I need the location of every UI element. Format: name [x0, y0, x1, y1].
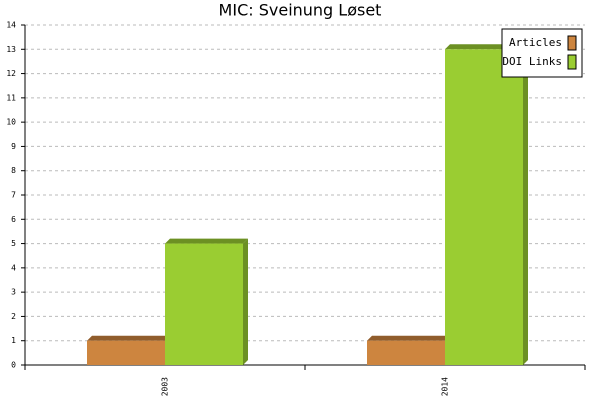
y-tick-label: 8: [11, 166, 16, 175]
chart-title: MIC: Sveinung Løset: [219, 1, 382, 20]
x-tick-label: 2014: [441, 377, 450, 396]
bar: [165, 243, 243, 365]
y-tick-label: 13: [6, 45, 16, 54]
y-tick-label: 2: [11, 312, 16, 321]
bar-top: [87, 335, 170, 341]
y-tick-label: 5: [11, 239, 16, 248]
y-tick-label: 7: [11, 191, 16, 200]
y-tick-label: 4: [11, 263, 16, 272]
y-tick-label: 0: [11, 361, 16, 370]
legend-label: Articles: [509, 36, 562, 49]
bar-group: [87, 335, 170, 365]
bar-group: [165, 238, 248, 365]
y-tick-label: 6: [11, 215, 16, 224]
bar-top: [165, 238, 248, 244]
legend-label: DOI Links: [502, 55, 562, 68]
bar: [445, 49, 523, 366]
bar-group: [445, 44, 528, 366]
y-tick-label: 11: [6, 93, 16, 102]
bar: [367, 340, 445, 365]
legend-swatch: [567, 54, 577, 70]
legend-swatch: [567, 35, 577, 51]
y-tick-label: 14: [6, 21, 16, 30]
y-tick-label: 1: [11, 336, 16, 345]
bar-side: [523, 44, 528, 366]
bar-group: [367, 335, 450, 365]
y-tick-label: 3: [11, 288, 16, 297]
bar-top: [367, 335, 450, 341]
y-tick-label: 12: [6, 69, 16, 78]
y-tick-label: 9: [11, 142, 16, 151]
y-tick-label: 10: [6, 118, 16, 127]
bar-side: [243, 238, 248, 365]
x-tick-label: 2003: [161, 377, 170, 396]
bar: [87, 340, 165, 365]
